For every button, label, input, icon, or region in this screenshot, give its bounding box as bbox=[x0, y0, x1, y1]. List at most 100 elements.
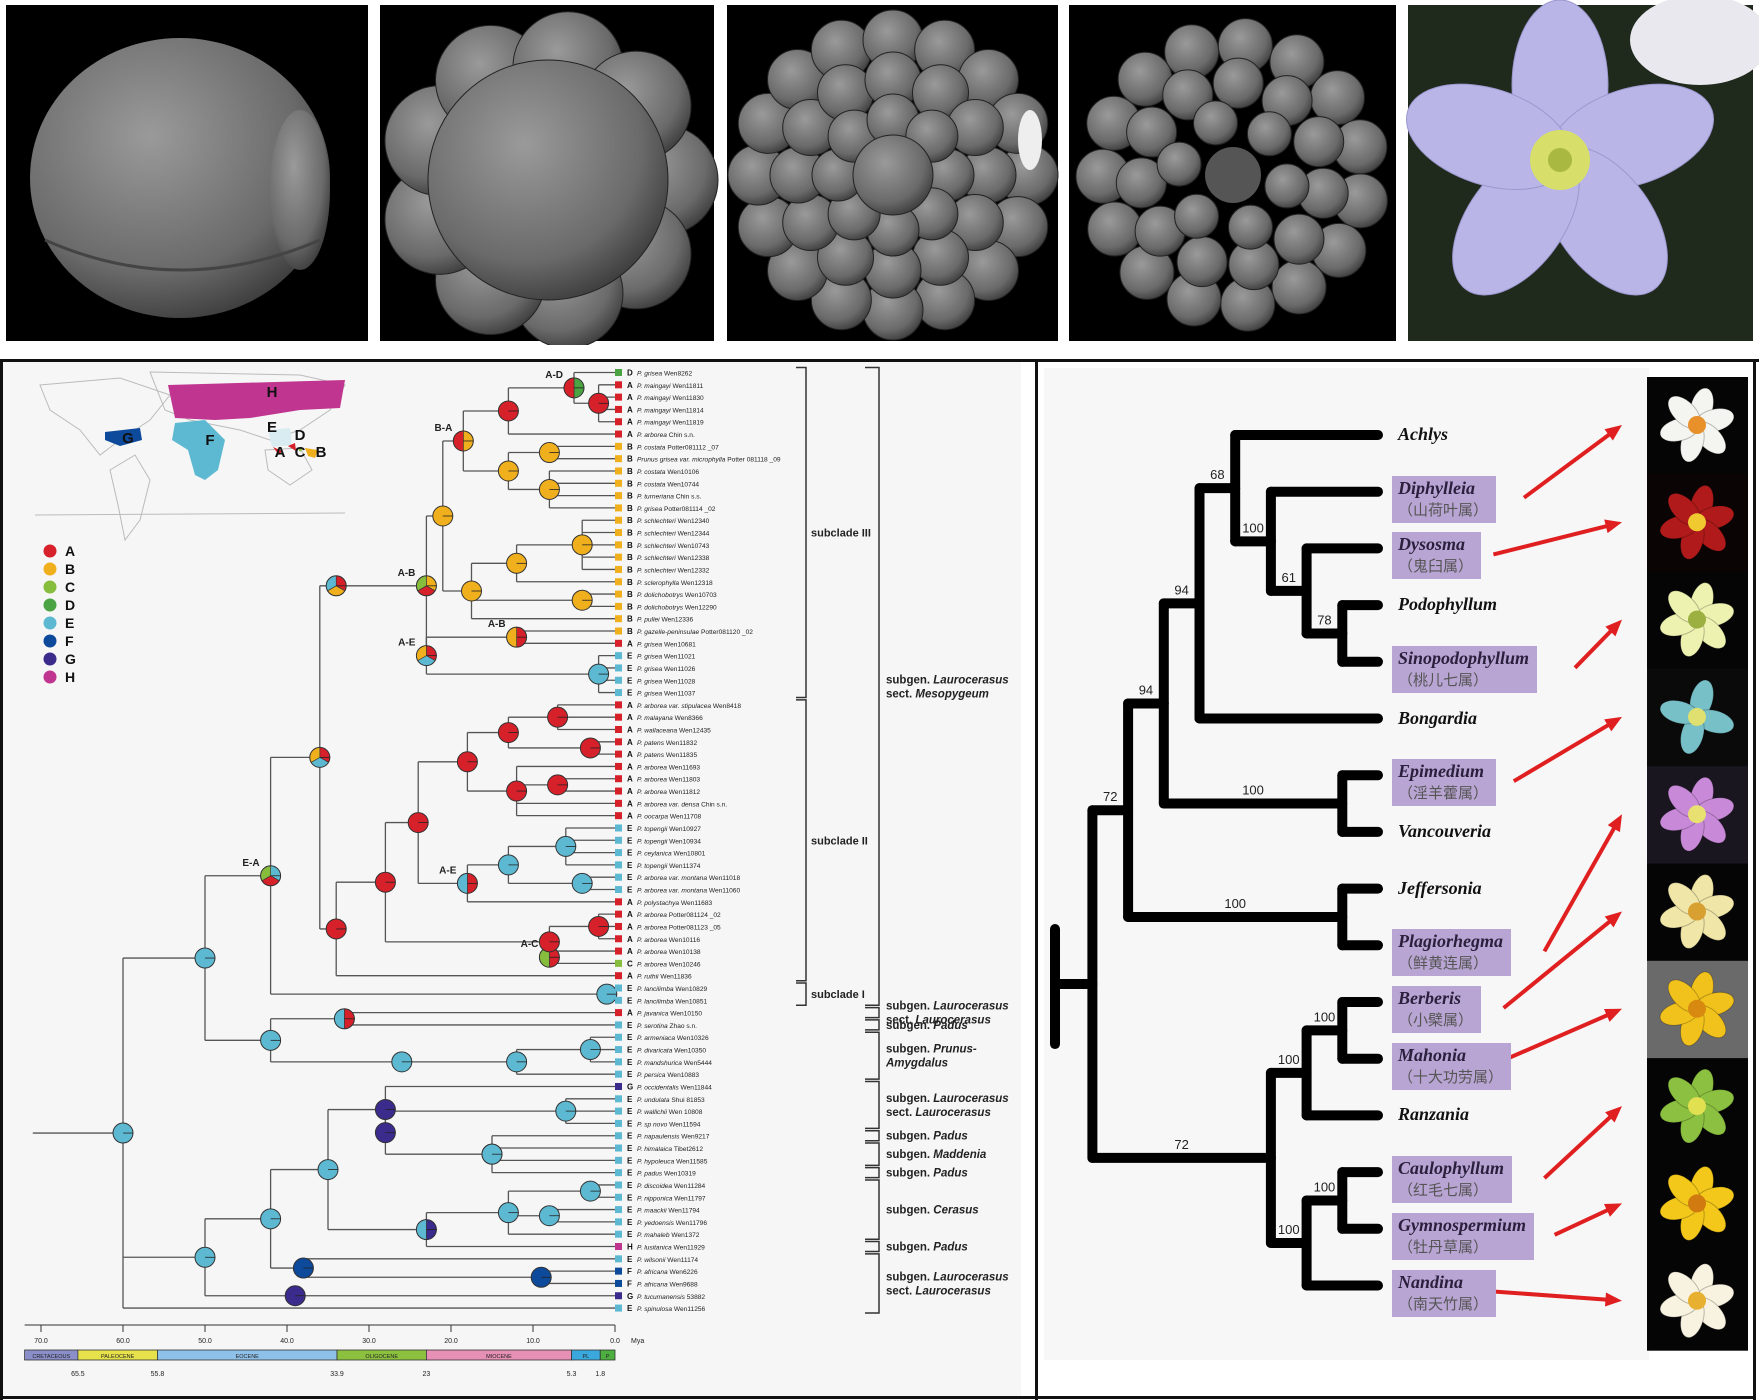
tip-area-square bbox=[615, 910, 622, 918]
axis-tick-label: 50.0 bbox=[198, 1338, 212, 1345]
taxon-label: P. africana Wen9688 bbox=[637, 1281, 698, 1288]
taxon-voucher: Wen11594 bbox=[669, 1121, 701, 1128]
map-label-G: G bbox=[122, 430, 134, 447]
sem-bump bbox=[1115, 157, 1167, 209]
node-transition-label: A-B bbox=[398, 568, 416, 579]
red-arrow bbox=[1512, 722, 1611, 783]
genus-chinese-name: （桃儿七属） bbox=[1398, 672, 1489, 689]
legend-swatch-B bbox=[43, 562, 57, 576]
taxonomy-label-part: subgen. bbox=[886, 1020, 933, 1032]
red-arrow bbox=[1492, 1012, 1610, 1067]
tip-area-code: A bbox=[627, 812, 633, 821]
taxon-label: P. sclerophylla Wen12318 bbox=[637, 580, 713, 587]
taxon-voucher: Wen12332 bbox=[678, 567, 710, 574]
tip-area-code: E bbox=[627, 824, 633, 833]
taxon-species: P. dolichobotrys bbox=[637, 604, 685, 611]
support-value: 100 bbox=[1224, 896, 1246, 911]
genus-chinese-name: （十大功劳属） bbox=[1398, 1069, 1504, 1086]
tip-area-code: A bbox=[627, 972, 633, 981]
taxonomy-label-part: Padus bbox=[933, 1131, 968, 1143]
tip-area-square bbox=[615, 627, 622, 635]
taxonomy-label-part: Padus bbox=[933, 1168, 968, 1180]
taxonomy-label-part: Prunus- bbox=[933, 1044, 977, 1056]
taxon-species: P. occidentalis bbox=[637, 1084, 681, 1091]
taxonomy-bracket bbox=[865, 1006, 880, 1019]
taxon-voucher: Potter081124 _02 bbox=[669, 912, 721, 919]
genus-chinese-name: （牡丹草属） bbox=[1398, 1239, 1489, 1256]
taxon-voucher: Potter 081118 _09 bbox=[727, 457, 781, 464]
axis-tick-label: 60.0 bbox=[116, 1338, 130, 1345]
taxon-species: P. gazelle-peninsulae bbox=[637, 629, 701, 636]
left-panel-bg bbox=[3, 362, 1021, 1396]
taxon-label: P. patens Wen11835 bbox=[637, 752, 697, 759]
taxonomy-label: subgen. Maddenia bbox=[886, 1149, 987, 1161]
flower-pistil bbox=[1548, 148, 1572, 172]
tip-area-square bbox=[615, 553, 622, 561]
taxon-voucher: Potter081120 _02 bbox=[701, 629, 753, 636]
red-arrow-head bbox=[1604, 1008, 1622, 1022]
tip-area-square bbox=[615, 898, 622, 906]
taxon-species: P. mahaleb bbox=[637, 1232, 671, 1239]
taxon-voucher: Wen8418 bbox=[713, 703, 741, 710]
ancestral-area-pie bbox=[325, 575, 347, 597]
taxon-label: P. lancilimba Wen10829 bbox=[637, 986, 707, 993]
tip-area-square bbox=[615, 1046, 622, 1054]
tip-area-code: E bbox=[627, 1206, 633, 1215]
tip-area-code: A bbox=[627, 701, 633, 710]
tip-area-code: E bbox=[627, 1304, 633, 1313]
taxon-species: P. costata bbox=[637, 444, 667, 451]
taxon-species: P. grisea bbox=[637, 691, 664, 698]
taxon-voucher: Wen11929 bbox=[674, 1245, 706, 1252]
tip-area-code: D bbox=[627, 369, 633, 378]
frame-center-divider bbox=[1035, 359, 1038, 1400]
taxonomy-bracket bbox=[865, 1019, 880, 1031]
taxon-voucher: Wen12290 bbox=[685, 604, 717, 611]
taxon-label: P. arborea var. montana Wen11060 bbox=[637, 888, 740, 895]
tip-area-code: A bbox=[627, 1009, 633, 1018]
taxon-voucher: Wen10150 bbox=[670, 1011, 702, 1018]
taxon-species: P. costata bbox=[637, 469, 667, 476]
flower-photo bbox=[1647, 960, 1748, 1059]
tip-area-square bbox=[615, 590, 622, 598]
tip-area-code: B bbox=[627, 492, 633, 501]
taxon-species: P. arborea var. stipulacea bbox=[637, 703, 713, 710]
legend-swatch-D bbox=[43, 598, 57, 612]
frame-top-divider bbox=[0, 359, 1759, 362]
taxon-species: P. maingayi bbox=[637, 395, 672, 402]
red-arrow-head bbox=[1604, 716, 1622, 732]
sem-ridge bbox=[44, 238, 321, 272]
legend-swatch-H bbox=[43, 670, 57, 684]
taxon-species: P. pullei bbox=[637, 617, 661, 624]
taxon-voucher: Potter081123 _05 bbox=[669, 924, 721, 931]
taxon-label: P. schlechteri Wen12338 bbox=[637, 555, 710, 562]
region-F bbox=[172, 420, 225, 480]
taxon-species: P. turneriana bbox=[637, 494, 676, 501]
taxon-species: P. ruthii bbox=[637, 974, 660, 981]
taxon-species: P. maingayi bbox=[637, 407, 672, 414]
taxon-label: P. topengii Wen10934 bbox=[637, 838, 701, 845]
legend-swatch-A bbox=[43, 544, 57, 558]
tip-area-code: E bbox=[627, 652, 633, 661]
red-arrow bbox=[1573, 628, 1614, 670]
flower-center bbox=[1688, 1291, 1706, 1310]
brackets bbox=[796, 366, 880, 1314]
taxon-voucher: Wen10116 bbox=[669, 937, 701, 944]
flower-center bbox=[1688, 1097, 1706, 1116]
taxon-species: P. himalaica bbox=[637, 1146, 674, 1153]
map-label-A: A bbox=[275, 444, 286, 461]
taxonomy-label-part: Laurocerasus bbox=[933, 1093, 1008, 1105]
taxon-species: P. napaulensis bbox=[637, 1134, 681, 1141]
taxon-labels: D P. grisea Wen8262 A P. maingayi Wen11811 A… bbox=[615, 369, 781, 1313]
red-arrow-head bbox=[1605, 619, 1622, 637]
taxon-voucher: Wen1372 bbox=[671, 1232, 699, 1239]
genus-tree-branches bbox=[1050, 430, 1383, 1291]
tip-area-square bbox=[615, 787, 622, 795]
taxon-label: P. pullei Wen12336 bbox=[637, 617, 694, 624]
tip-area-square bbox=[615, 1193, 622, 1201]
taxon-label: P. patens Wen11832 bbox=[637, 740, 697, 747]
epoch-boundary-label: 55.8 bbox=[151, 1371, 165, 1378]
taxon-voucher: Wen11284 bbox=[674, 1183, 706, 1190]
taxon-voucher: Wen11708 bbox=[670, 814, 702, 821]
tip-area-code: E bbox=[627, 1107, 633, 1116]
